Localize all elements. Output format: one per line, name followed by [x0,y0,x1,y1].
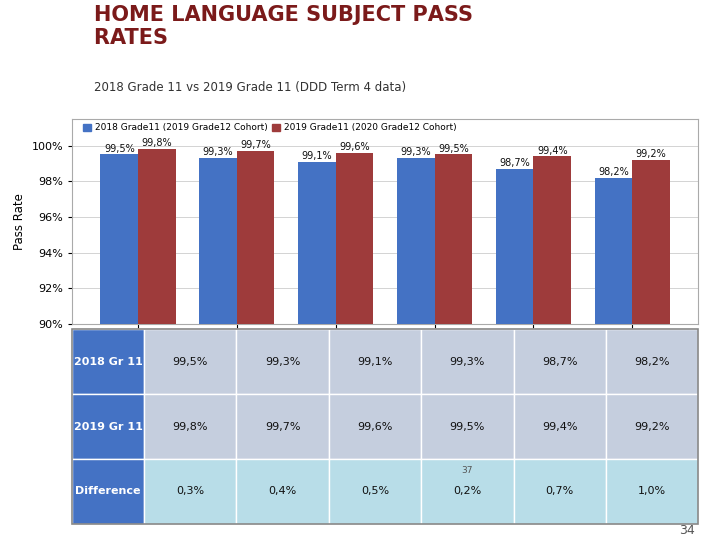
Legend: 2018 Grade11 (2019 Grade12 Cohort), 2019 Grade11 (2020 Grade12 Cohort): 2018 Grade11 (2019 Grade12 Cohort), 2019… [83,123,456,132]
Text: 99,6%: 99,6% [339,142,370,152]
Bar [632,160,670,540]
FancyBboxPatch shape [236,329,329,394]
Text: 99,5%: 99,5% [173,357,208,367]
Text: 98,7%: 98,7% [500,158,530,168]
Bar [336,153,374,540]
Text: 2018 Gr 11: 2018 Gr 11 [73,357,143,367]
FancyBboxPatch shape [236,459,329,524]
Text: 99,1%: 99,1% [302,151,333,161]
FancyBboxPatch shape [72,394,144,459]
Bar [595,178,632,540]
Text: 99,3%: 99,3% [450,357,485,367]
Text: 99,3%: 99,3% [265,357,300,367]
Bar [435,154,472,540]
Text: 2018 Grade 11 vs 2019 Grade 11 (DDD Term 4 data): 2018 Grade 11 vs 2019 Grade 11 (DDD Term… [94,81,406,94]
Text: 0,2%: 0,2% [454,487,482,496]
FancyBboxPatch shape [421,459,513,524]
Text: 37: 37 [462,466,473,475]
Text: 0,3%: 0,3% [176,487,204,496]
Text: 99,8%: 99,8% [173,422,208,431]
Bar [534,156,571,540]
Text: 98,2%: 98,2% [598,167,629,177]
FancyBboxPatch shape [72,459,144,524]
FancyBboxPatch shape [329,329,421,394]
Text: 99,3%: 99,3% [203,147,233,157]
Text: 1,0%: 1,0% [638,487,666,496]
Bar [199,158,237,540]
Text: 99,5%: 99,5% [438,144,469,154]
Text: 99,2%: 99,2% [636,149,667,159]
Text: 99,2%: 99,2% [634,422,670,431]
Text: 99,7%: 99,7% [240,140,271,150]
Text: 99,3%: 99,3% [400,147,431,157]
FancyBboxPatch shape [236,394,329,459]
FancyBboxPatch shape [606,459,698,524]
Text: 99,4%: 99,4% [537,146,567,156]
FancyBboxPatch shape [144,329,236,394]
FancyBboxPatch shape [606,394,698,459]
Text: 99,4%: 99,4% [542,422,577,431]
Text: 0,7%: 0,7% [546,487,574,496]
Bar [496,169,534,540]
FancyBboxPatch shape [144,459,236,524]
FancyBboxPatch shape [72,329,144,394]
Text: 34: 34 [679,524,695,537]
Text: 99,1%: 99,1% [357,357,392,367]
Text: 0,5%: 0,5% [361,487,389,496]
Text: 2019 Gr 11: 2019 Gr 11 [73,422,143,431]
Text: 99,7%: 99,7% [265,422,300,431]
FancyBboxPatch shape [421,329,513,394]
FancyBboxPatch shape [513,394,606,459]
Bar [101,154,138,540]
Text: 99,5%: 99,5% [450,422,485,431]
Text: 99,5%: 99,5% [104,144,135,154]
Bar [237,151,274,540]
Text: 99,8%: 99,8% [142,138,172,149]
Bar [397,158,435,540]
Text: 99,6%: 99,6% [357,422,392,431]
Text: H​OME L​ANGUAGE S​UBJECT P​ASS
R​ATES: H​OME L​ANGUAGE S​UBJECT P​ASS R​ATES [94,5,472,48]
Bar [298,161,336,540]
FancyBboxPatch shape [513,459,606,524]
Text: Difference: Difference [76,487,141,496]
FancyBboxPatch shape [513,329,606,394]
FancyBboxPatch shape [421,394,513,459]
Bar [138,149,176,540]
FancyBboxPatch shape [606,329,698,394]
FancyBboxPatch shape [144,394,236,459]
FancyBboxPatch shape [329,459,421,524]
Text: 98,2%: 98,2% [634,357,670,367]
Text: 0,4%: 0,4% [269,487,297,496]
Text: 98,7%: 98,7% [542,357,577,367]
Y-axis label: Pass Rate: Pass Rate [13,193,26,250]
FancyBboxPatch shape [329,394,421,459]
